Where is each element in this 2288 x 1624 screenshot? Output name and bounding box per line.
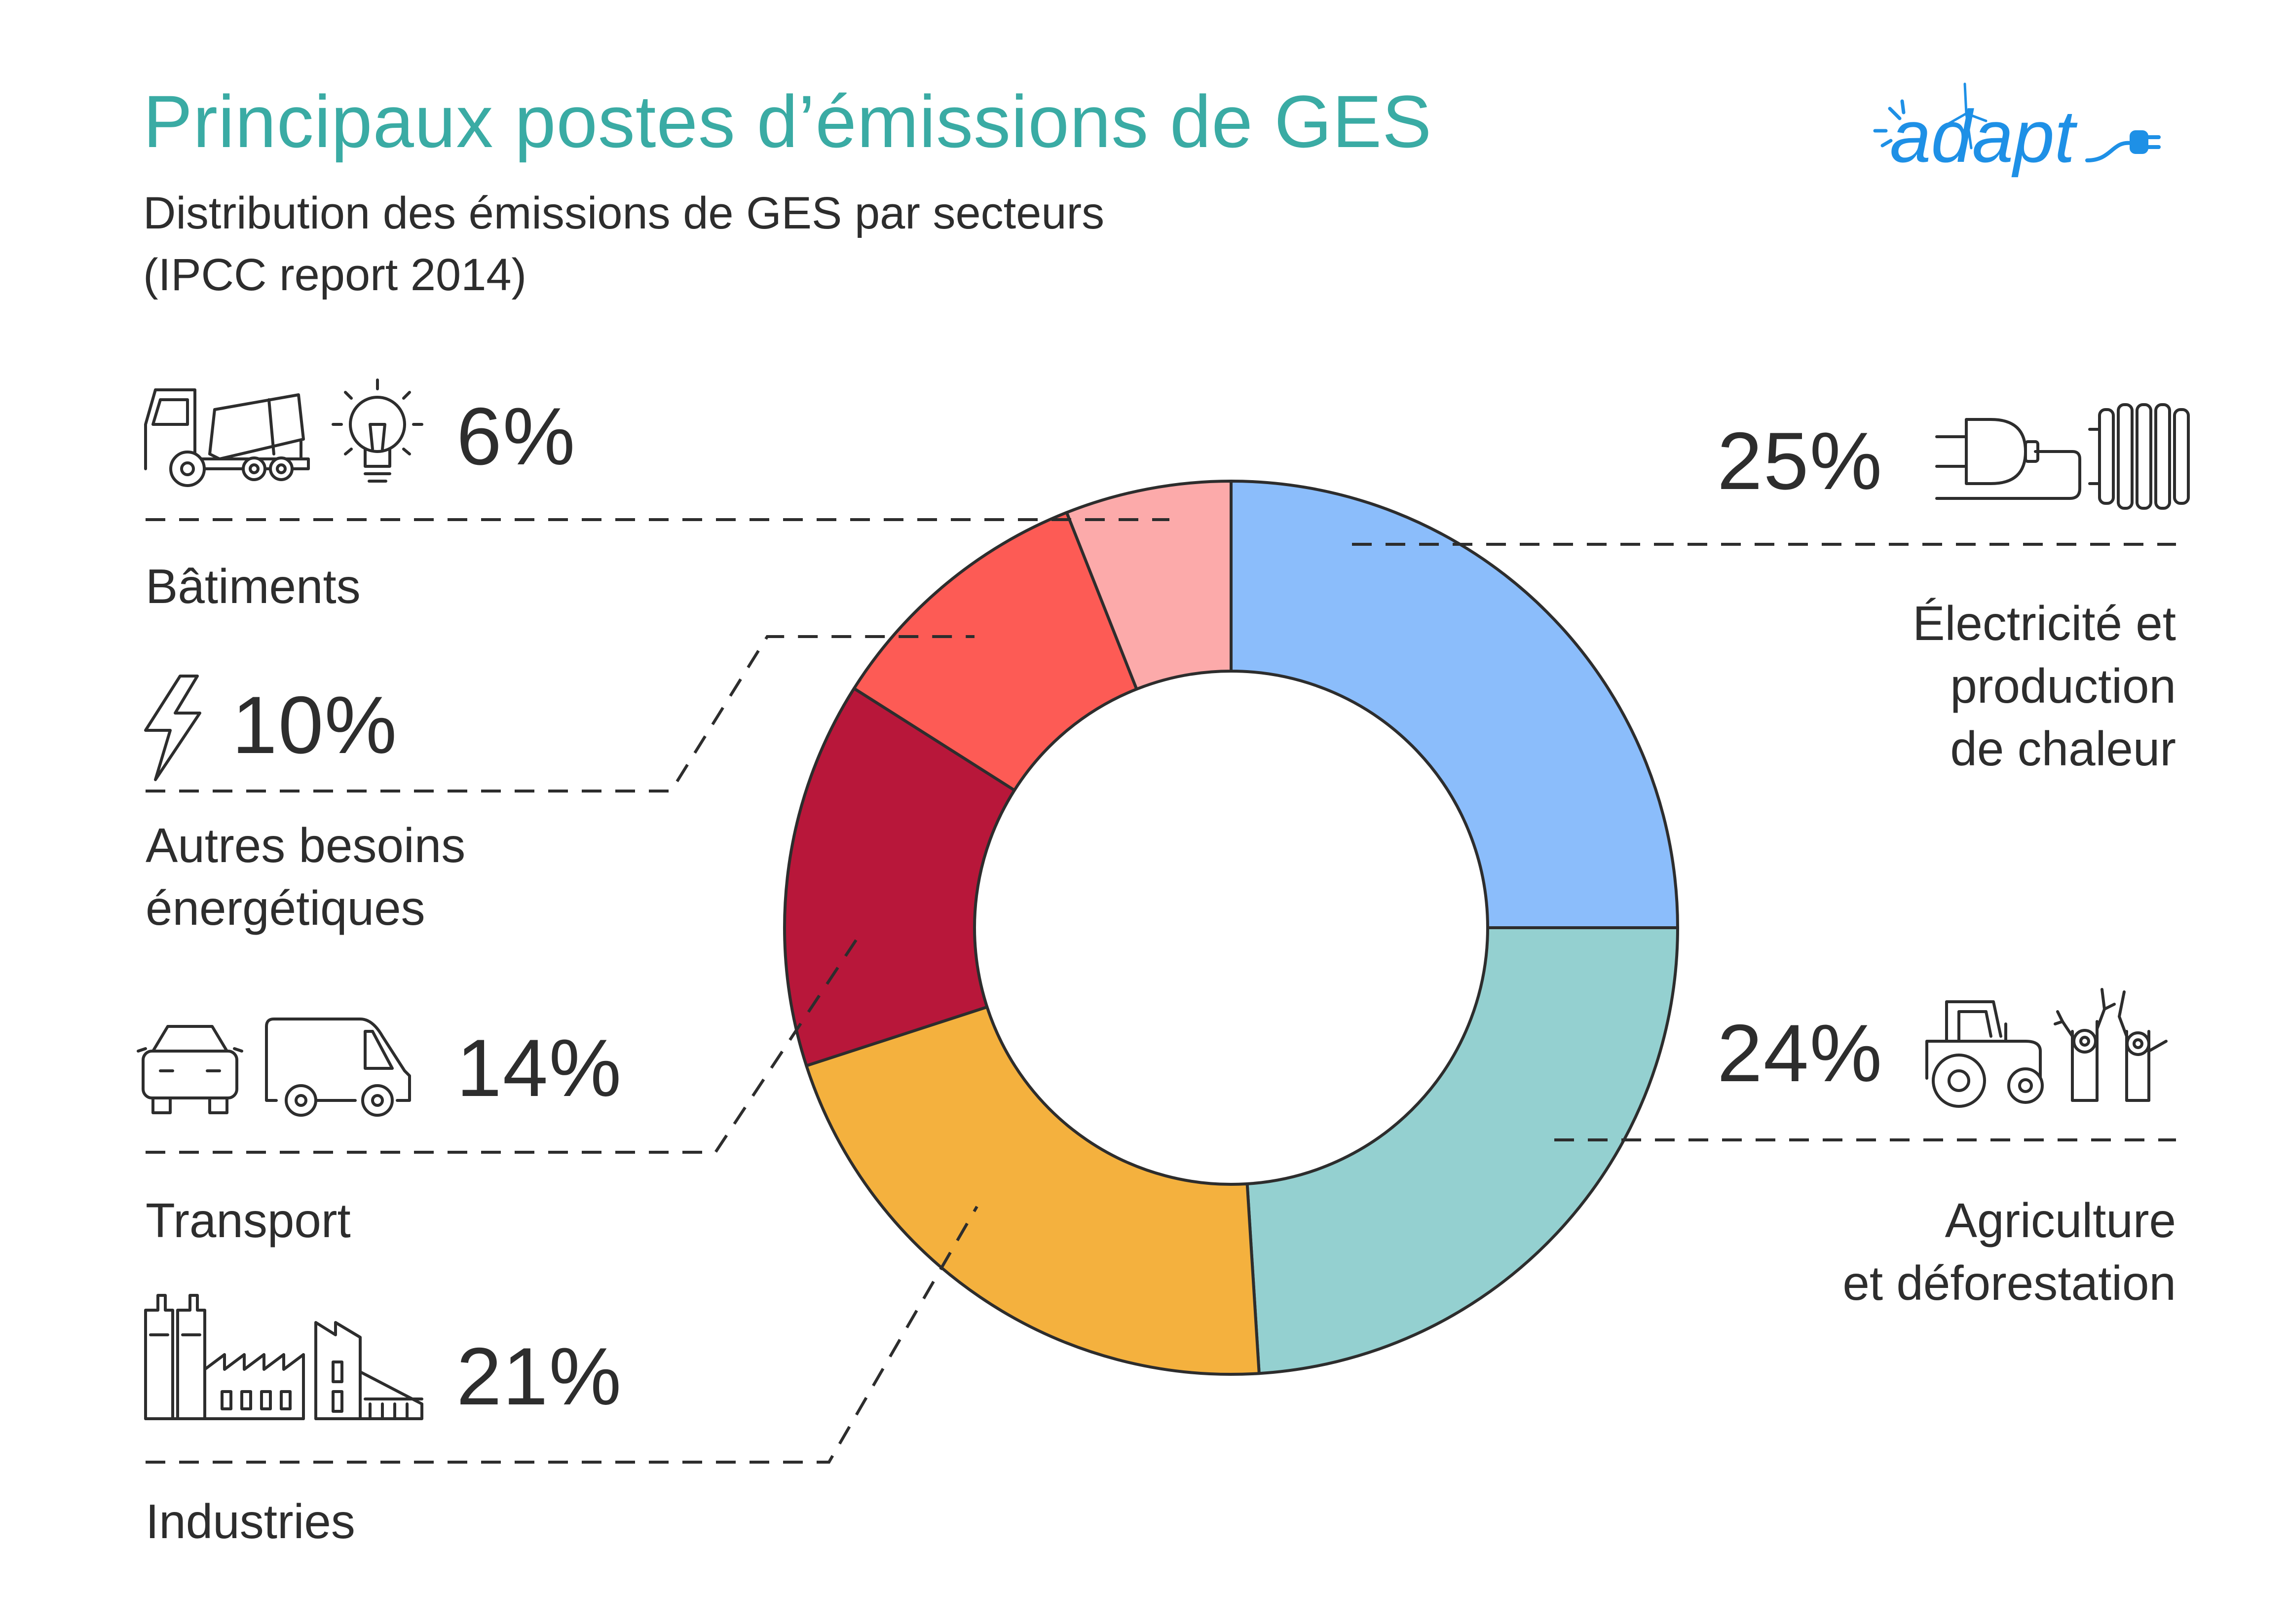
label-autres: Autres besoins énergétiques [146,814,465,940]
page-title: Principaux postes d’émissions de GES [143,80,1432,163]
donut-slice-3 [783,687,1016,1067]
donut-slices [783,480,1679,1376]
leader-line-industries [146,1206,978,1464]
label-electricite: Électricité et production de chaleur [1776,592,2176,780]
label-agriculture-line1: Agriculture [1945,1193,2176,1247]
lightning-icon [144,675,201,781]
label-batiments: Bâtiments [146,559,361,613]
logo-graphic [1873,82,2161,162]
leader-line-autres [146,635,975,793]
donut-slice-1 [1245,926,1679,1375]
subtitle: Distribution des émissions de GES par se… [143,188,1105,238]
leader-lines [146,518,2176,1464]
plug-icon [1935,418,2081,500]
label-agriculture-line2: et déforestation [1842,1256,2176,1310]
donut-slice-0 [1230,480,1679,929]
light-bulb-icon [332,378,423,483]
pct-transport: 14% [456,1022,623,1113]
label-transport: Transport [146,1193,351,1247]
pct-electricite: 25% [1717,415,1883,506]
donut-slice-5 [1065,480,1233,691]
label-agriculture: Agriculture et déforestation [1727,1189,2176,1315]
pct-autres: 10% [232,680,398,770]
pct-industries: 21% [456,1331,623,1422]
label-electricite-line1: Électricité et [1913,596,2176,650]
label-autres-line1: Autres besoins [146,818,466,872]
logo-text: adapt [1890,95,2075,178]
cement-truck-icon [144,388,310,487]
subtitle-source: (IPCC report 2014) [143,250,527,300]
label-electricite-line3: de chaleur [1950,721,2176,776]
label-electricite-line2: production [1950,659,2176,713]
factory-icon [144,1294,305,1420]
label-autres-line2: énergétiques [146,881,425,935]
car-icon [137,1025,243,1114]
tractor-icon [1925,1000,2044,1108]
tree-stumps-icon [2054,988,2168,1102]
pct-agriculture: 24% [1717,1008,1883,1098]
label-industries: Industries [146,1494,355,1548]
industrial-building-icon [314,1321,423,1420]
donut-slice-2 [805,1005,1261,1376]
van-icon [265,1018,411,1117]
radiator-icon [2088,403,2190,510]
leader-line-transport [146,939,858,1154]
donut-slice-4 [852,511,1138,792]
adapt-logo: adapt [1855,74,2181,192]
pct-batiments: 6% [456,391,576,482]
